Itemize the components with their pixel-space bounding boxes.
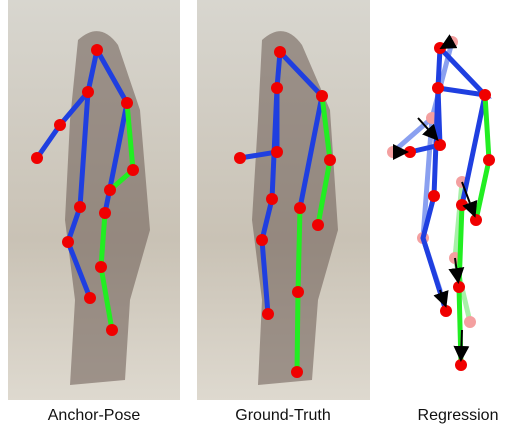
skeleton bbox=[234, 46, 336, 378]
regression-panel: Regression bbox=[387, 34, 499, 424]
offset-arrows bbox=[393, 34, 478, 362]
ground-truth-panel: Ground-Truth bbox=[197, 0, 370, 424]
caption: Ground-Truth bbox=[235, 407, 330, 424]
anchor-pose-panel: Anchor-Pose bbox=[8, 0, 180, 424]
regressed-skeleton bbox=[404, 42, 495, 371]
caption: Regression bbox=[418, 407, 499, 424]
skeleton bbox=[31, 44, 139, 336]
caption: Anchor-Pose bbox=[48, 407, 141, 424]
